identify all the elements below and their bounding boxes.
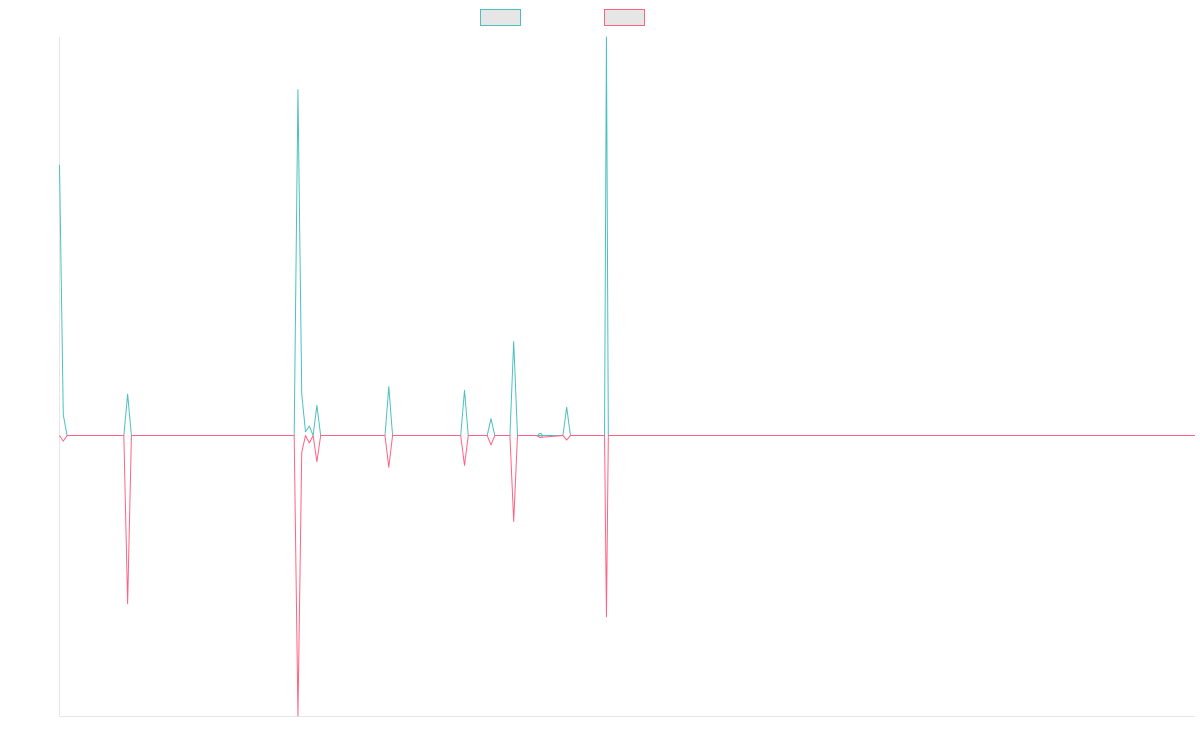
axes: [59, 37, 1195, 717]
legend: [480, 9, 645, 26]
legend-swatch-2[interactable]: [604, 9, 645, 26]
series-line-2: [59, 435, 1195, 717]
series-line-1: [59, 36, 1195, 436]
series-layer: [59, 36, 1195, 717]
legend-swatch-1[interactable]: [480, 9, 521, 26]
